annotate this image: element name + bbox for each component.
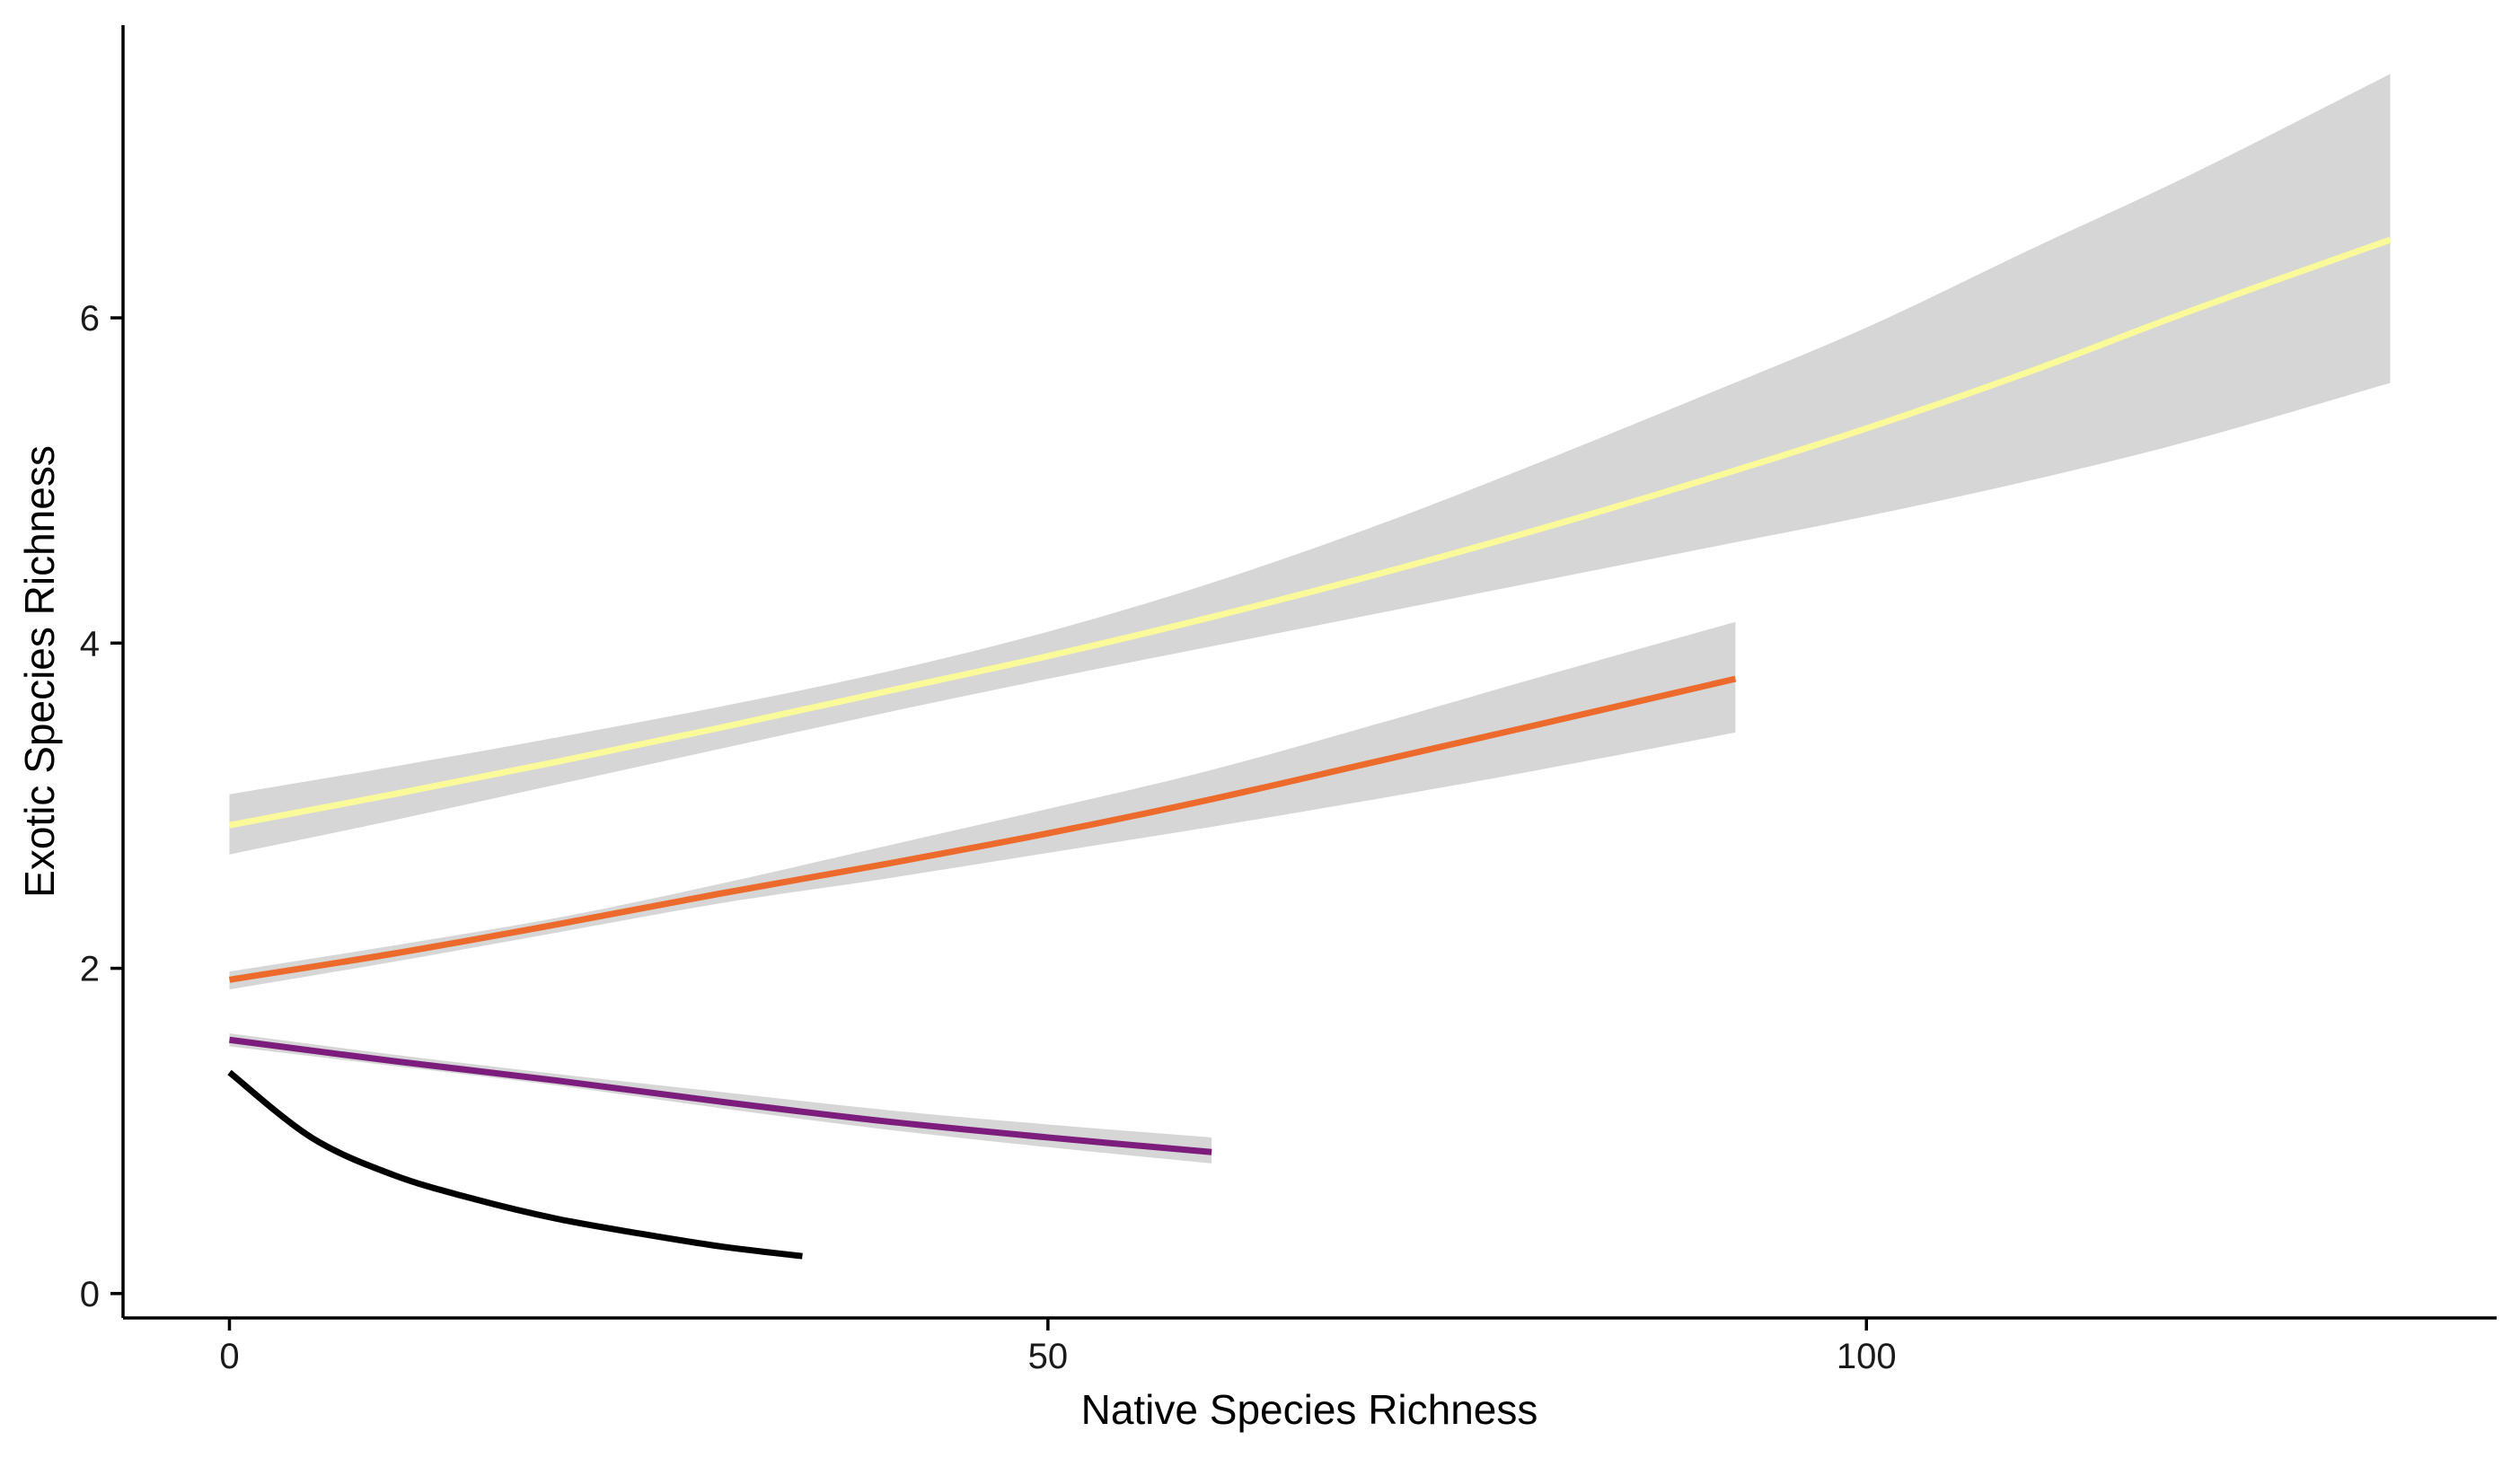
series-line-1: [228, 236, 2392, 829]
series-line-3: [229, 1036, 1212, 1155]
y-tick-label: 0: [80, 1275, 100, 1314]
plot-area: [227, 74, 2392, 1260]
x-tick-label: 50: [1028, 1337, 1069, 1376]
series-line-4: [227, 1069, 803, 1260]
x-axis-ticks: 0 50 100: [219, 1318, 1897, 1376]
confidence-ribbon-1: [229, 74, 2391, 855]
y-tick-label: 4: [80, 624, 100, 663]
series-line-2: [228, 675, 1737, 983]
x-axis-title: Native Species Richness: [1081, 1386, 1538, 1433]
y-axis-ticks: 0 2 4 6: [80, 299, 123, 1314]
y-tick-label: 6: [80, 299, 100, 338]
fit-lines: [227, 236, 2392, 1260]
confidence-ribbons: [229, 74, 2391, 1164]
x-tick-label: 100: [1837, 1337, 1897, 1376]
y-axis-title: Exotic Species Richness: [16, 445, 63, 898]
confidence-ribbon-3: [229, 1033, 1212, 1164]
y-tick-label: 2: [80, 950, 100, 989]
x-tick-label: 0: [219, 1337, 239, 1376]
